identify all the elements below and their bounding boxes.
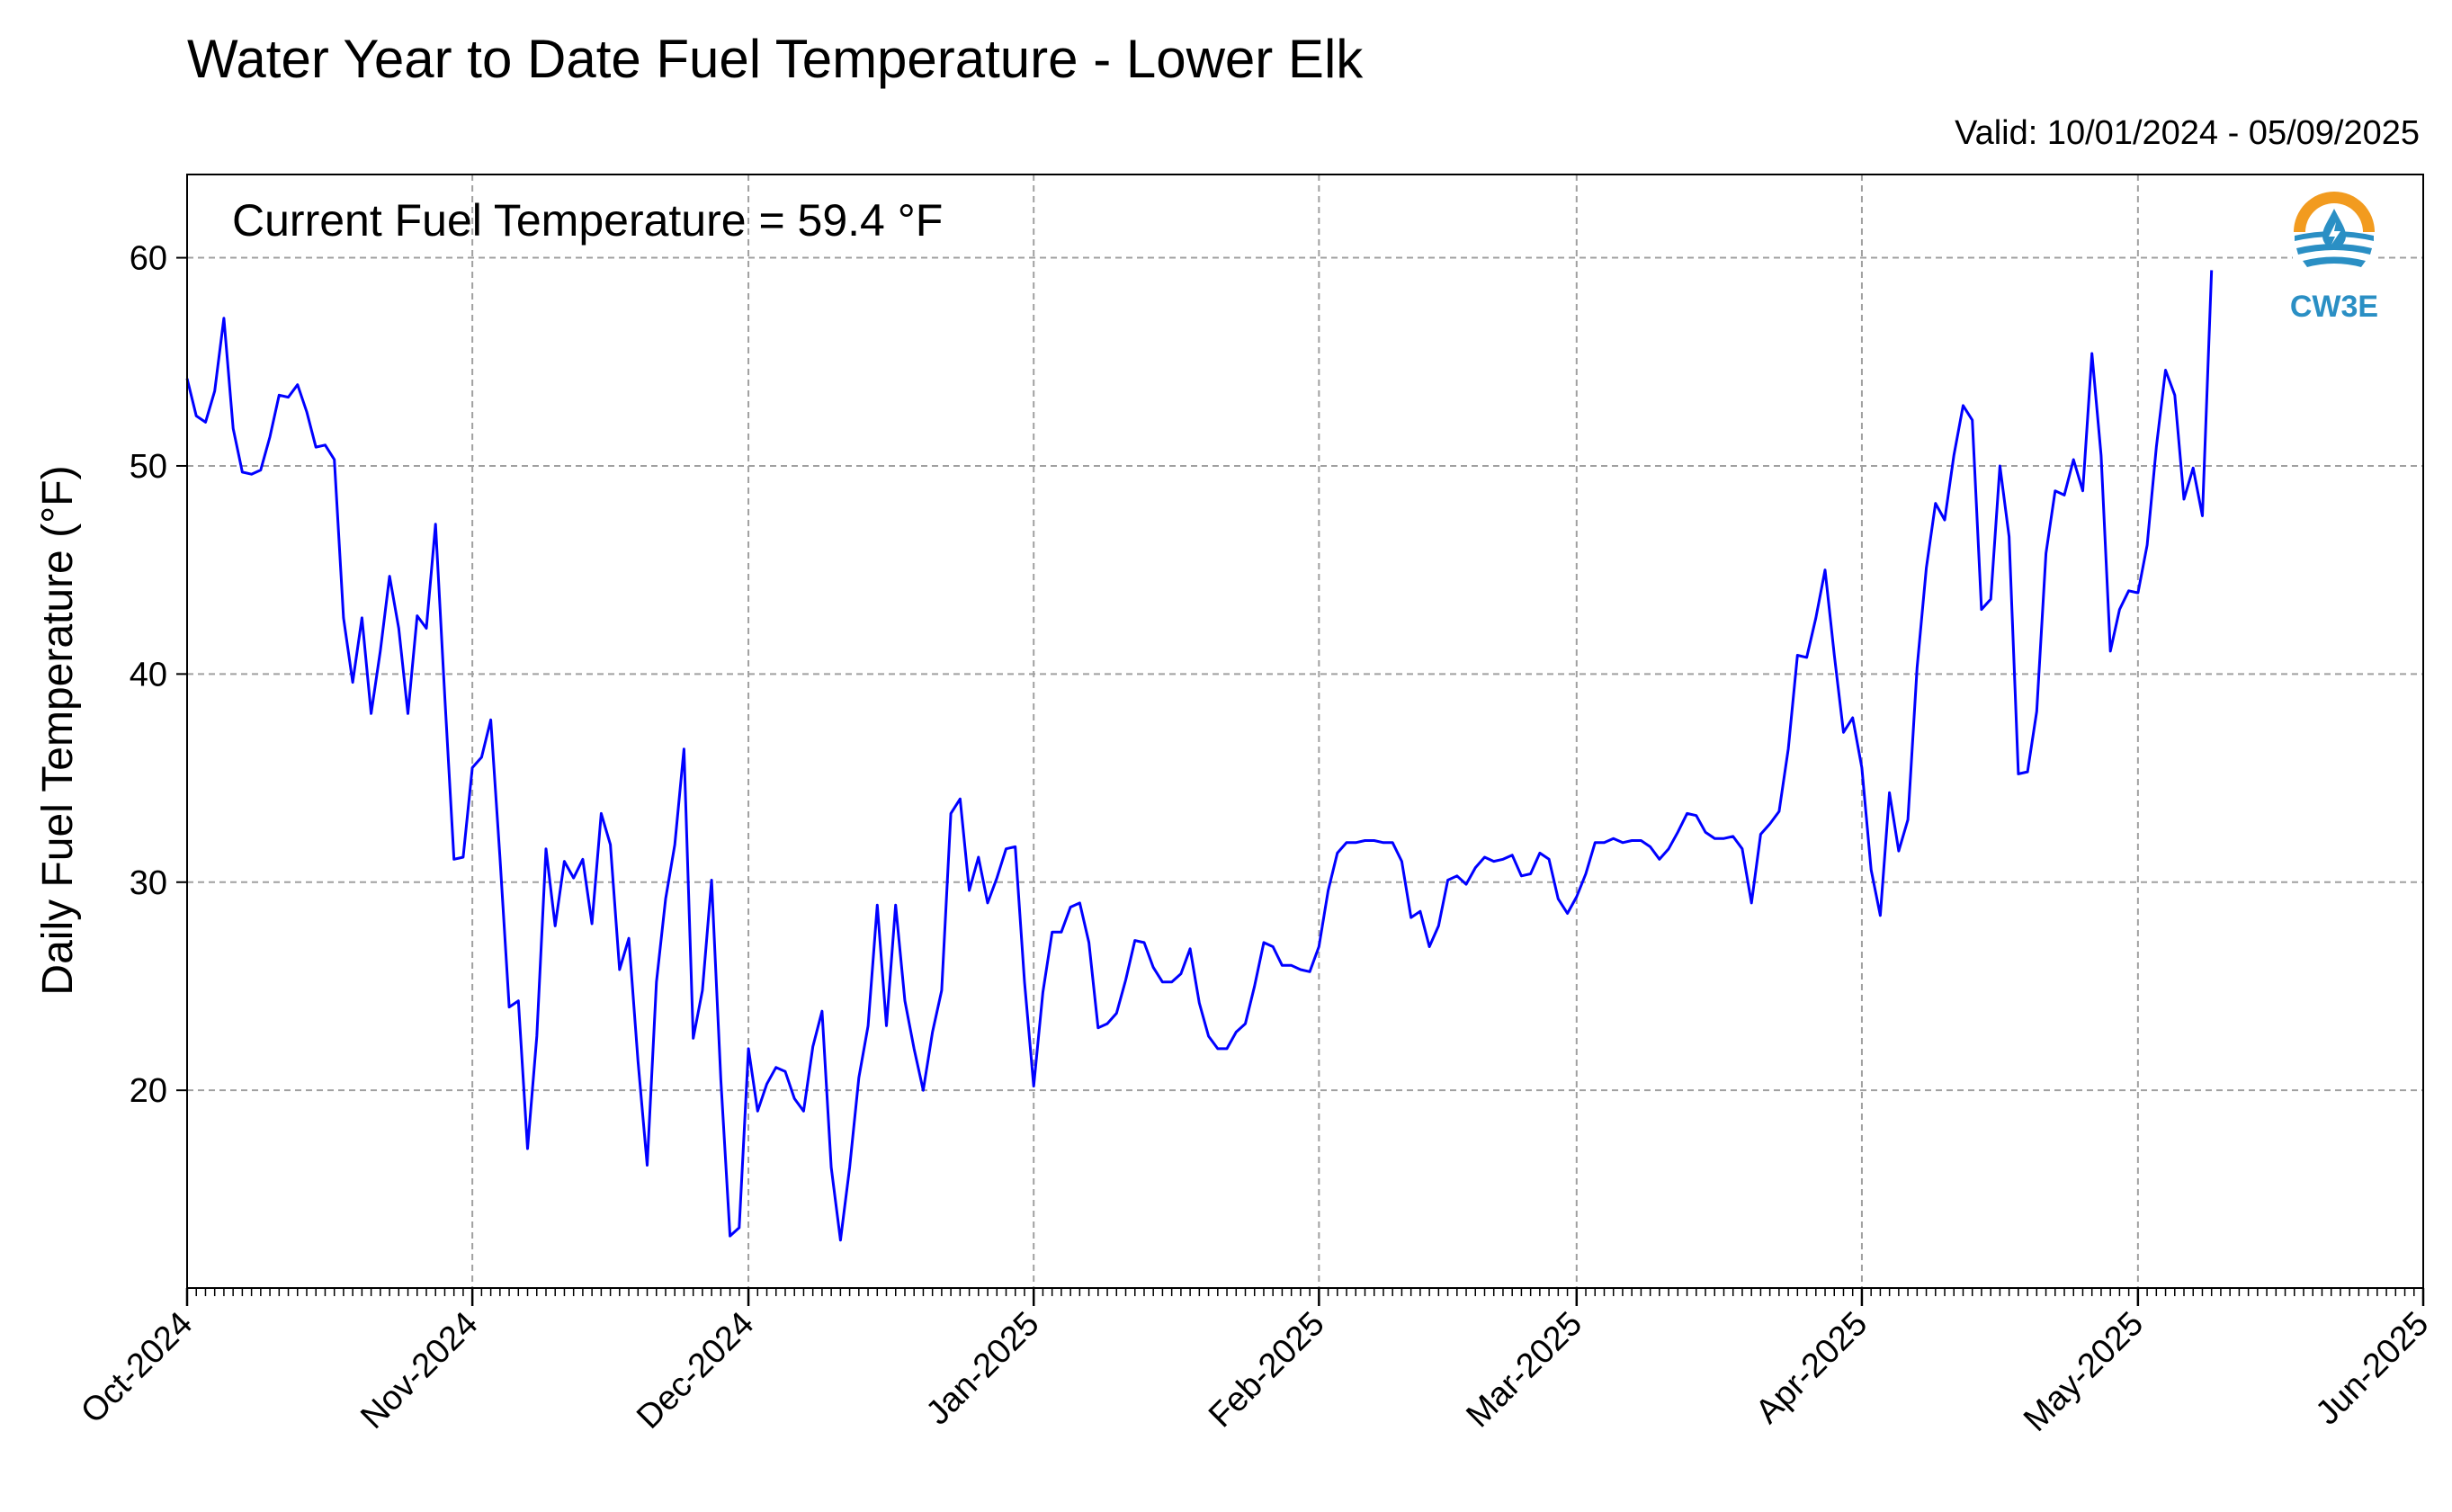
x-tick-label: Dec-2024 xyxy=(630,1305,761,1436)
y-tick-label: 30 xyxy=(130,864,167,902)
x-tick-label: Feb-2025 xyxy=(1202,1305,1332,1436)
cw3e-logo: CW3E xyxy=(2290,192,2378,324)
axis-ticks xyxy=(176,256,2425,1306)
x-tick-label: Oct-2024 xyxy=(74,1305,200,1431)
grid-lines xyxy=(187,174,2423,1288)
logo-wave-2 xyxy=(2296,244,2372,255)
y-tick-label: 40 xyxy=(130,656,167,693)
lightning-icon xyxy=(2329,222,2340,245)
chart-title: Water Year to Date Fuel Temperature - Lo… xyxy=(187,29,1364,89)
y-tick-label: 60 xyxy=(130,240,167,278)
logo-text: CW3E xyxy=(2290,290,2378,324)
x-tick-label: Nov-2024 xyxy=(353,1305,485,1436)
x-tick-label: Jun-2025 xyxy=(2309,1305,2437,1433)
plot-frame xyxy=(186,174,2424,1289)
current-fuel-temperature-annotation: Current Fuel Temperature = 59.4 °F xyxy=(232,195,943,246)
y-tick-label: 50 xyxy=(130,448,167,486)
logo-wave-3 xyxy=(2303,256,2366,267)
y-tick-label: 20 xyxy=(130,1072,167,1110)
fuel-temperature-line xyxy=(185,270,2214,1242)
y-tick-labels: 20 30 40 50 60 xyxy=(130,240,167,1111)
x-tick-label: Mar-2025 xyxy=(1459,1305,1589,1436)
x-tick-label: Apr-2025 xyxy=(1749,1305,1875,1431)
x-tick-label: May-2025 xyxy=(2017,1305,2151,1439)
x-tick-label: Jan-2025 xyxy=(919,1305,1047,1433)
x-tick-labels: Oct-2024 Nov-2024 Dec-2024 Jan-2025 Feb-2025… xyxy=(74,1305,2436,1439)
y-axis-label: Daily Fuel Temperature (°F) xyxy=(34,465,82,995)
valid-date-range: Valid: 10/01/2024 - 05/09/2025 xyxy=(1955,114,2420,152)
